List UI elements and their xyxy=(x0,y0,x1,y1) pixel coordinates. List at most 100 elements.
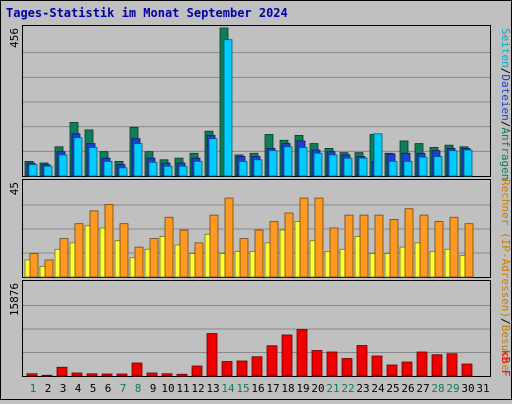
pages-bar xyxy=(133,143,143,177)
traffic-bar xyxy=(131,362,143,377)
visits-bar xyxy=(389,218,399,278)
traffic-bar xyxy=(86,373,98,377)
day-label: 17 xyxy=(266,382,279,395)
traffic-bar xyxy=(386,364,398,377)
pages-bar xyxy=(358,157,368,177)
traffic-bars xyxy=(26,329,473,377)
traffic-bar xyxy=(41,374,53,377)
visits-bar xyxy=(29,253,39,278)
visits-bar xyxy=(299,197,309,278)
visits-bar xyxy=(44,259,54,278)
day-label: 8 xyxy=(135,382,142,395)
pages-bar xyxy=(463,149,473,177)
day-label: 2 xyxy=(45,382,52,395)
traffic-legend: kB F xyxy=(499,350,512,377)
pages-bar xyxy=(238,160,248,177)
legend-part: / xyxy=(499,121,512,128)
day-label: 3 xyxy=(60,382,67,395)
visits-bar xyxy=(329,227,339,278)
requests-max-label: 456 xyxy=(8,28,21,48)
pages-bar xyxy=(43,165,53,177)
visits-bar xyxy=(269,221,279,278)
day-label: 15 xyxy=(236,382,249,395)
visits-bar xyxy=(209,214,219,278)
traffic-bar xyxy=(356,345,368,377)
day-label: 28 xyxy=(431,382,444,395)
traffic-panel xyxy=(22,280,491,377)
traffic-bar xyxy=(251,356,263,377)
traffic-bar xyxy=(326,351,338,377)
visits-bar xyxy=(104,204,114,278)
pages-bar xyxy=(58,154,68,177)
traffic-bar xyxy=(401,361,413,377)
requests-bars xyxy=(24,27,473,177)
traffic-bar xyxy=(416,351,428,377)
traffic-bar xyxy=(101,373,113,377)
traffic-bar xyxy=(26,373,38,377)
requests-legend: Seiten/Dateien/Anfragen xyxy=(499,28,512,180)
visits-bar xyxy=(404,208,414,278)
pages-bar xyxy=(88,147,98,177)
traffic-bar xyxy=(161,373,173,377)
pages-bar xyxy=(253,159,263,177)
visits-bar xyxy=(359,214,369,278)
day-label: 16 xyxy=(251,382,264,395)
traffic-bar xyxy=(206,333,218,377)
day-label: 1 xyxy=(30,382,37,395)
pages-bar xyxy=(73,137,83,177)
day-label: 31 xyxy=(476,382,489,395)
pages-bar xyxy=(328,154,338,177)
visits-bar xyxy=(179,229,189,278)
traffic-bar xyxy=(236,360,248,377)
traffic-bar xyxy=(296,329,308,377)
visits-bar xyxy=(149,238,159,278)
traffic-bar xyxy=(371,355,383,377)
legend-part: / xyxy=(499,318,512,325)
day-label: 10 xyxy=(161,382,174,395)
traffic-bar xyxy=(146,372,158,377)
day-label: 23 xyxy=(356,382,369,395)
pages-bar xyxy=(178,165,188,177)
pages-bar xyxy=(223,39,233,177)
day-label: 21 xyxy=(326,382,339,395)
traffic-bar xyxy=(311,350,323,377)
visits-bar xyxy=(119,223,129,278)
traffic-bar xyxy=(431,354,443,377)
traffic-bar xyxy=(191,365,203,377)
traffic-bar xyxy=(71,372,83,377)
traffic-bar xyxy=(446,353,458,377)
visits-bar xyxy=(134,246,144,278)
legend-part: kB F xyxy=(499,350,512,377)
legend-part: Besuche xyxy=(499,325,512,371)
day-label: 13 xyxy=(206,382,219,395)
day-label: 22 xyxy=(341,382,354,395)
pages-bar xyxy=(163,165,173,177)
visits-bar xyxy=(194,242,204,278)
traffic-bar xyxy=(56,366,68,377)
visits-bars xyxy=(24,197,474,278)
traffic-bar xyxy=(461,363,473,377)
traffic-bar xyxy=(116,373,128,377)
pages-bar xyxy=(103,160,113,177)
pages-bar xyxy=(373,133,383,177)
day-label: 14 xyxy=(221,382,235,395)
pages-bar xyxy=(118,167,128,177)
traffic-gridlines xyxy=(23,305,490,353)
visits-bar xyxy=(239,238,249,278)
traffic-max-label: 15876 xyxy=(8,283,21,316)
visits-bar xyxy=(449,216,459,278)
day-label: 5 xyxy=(90,382,97,395)
legend-part: Anfragen xyxy=(499,127,512,180)
pages-bar xyxy=(403,160,413,177)
pages-bar xyxy=(448,150,458,177)
visits-bar xyxy=(374,214,384,278)
day-label: 18 xyxy=(281,382,294,395)
chart-title: Tages-Statistik im Monat September 2024 xyxy=(6,6,288,20)
requests-panel xyxy=(22,25,491,177)
day-label: 30 xyxy=(461,382,474,395)
day-label: 26 xyxy=(401,382,414,395)
traffic-bar xyxy=(341,358,353,377)
